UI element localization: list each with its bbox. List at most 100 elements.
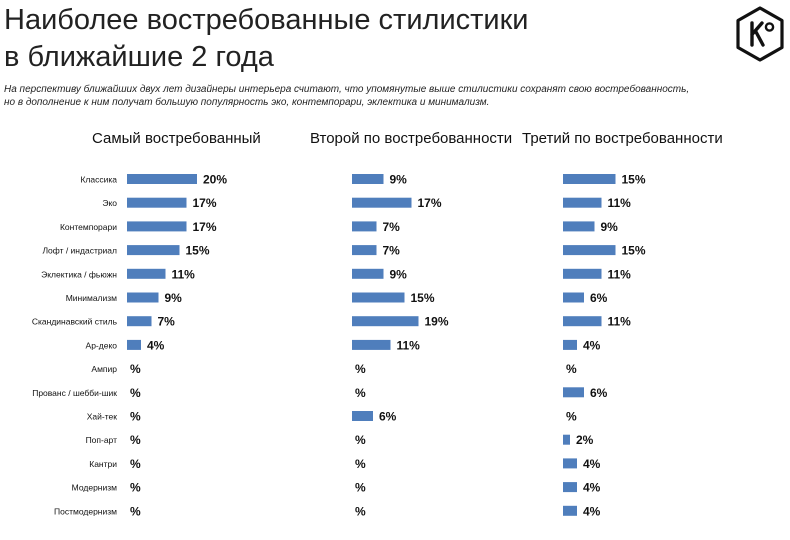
category-label: Постмодернизм (54, 506, 117, 516)
data-label: % (355, 386, 366, 400)
bar (352, 339, 391, 350)
bar (563, 221, 595, 232)
data-label: 15% (411, 291, 435, 305)
data-label: % (566, 362, 577, 376)
data-label: % (566, 410, 577, 424)
data-label: % (130, 410, 141, 424)
data-label: 11% (608, 196, 632, 210)
data-label: 15% (622, 173, 646, 187)
data-label: 9% (390, 173, 408, 187)
category-label: Модернизм (72, 483, 117, 493)
category-label: Прованс / шебби-шик (32, 388, 117, 398)
data-label: 6% (590, 386, 608, 400)
data-label: % (130, 386, 141, 400)
bar (127, 245, 180, 256)
data-label: % (130, 457, 141, 471)
data-label: % (355, 504, 366, 518)
bar (352, 245, 377, 256)
subtitle-line-1: На перспективу ближайших двух лет дизайн… (4, 84, 690, 95)
bar (352, 292, 405, 303)
category-label: Эклектика / фьюжн (41, 269, 117, 279)
bar (127, 316, 152, 327)
subtitle-line-2: но в дополнение к ним получат большую по… (4, 97, 490, 108)
data-label: 11% (172, 267, 196, 281)
bar (563, 197, 602, 208)
category-label: Эко (102, 198, 117, 208)
bar (563, 458, 577, 469)
logo-icon (736, 6, 784, 62)
data-label: 15% (622, 244, 646, 258)
data-label: 15% (186, 244, 210, 258)
category-label: Минимализм (66, 293, 117, 303)
bar (127, 221, 187, 232)
page-subtitle: На перспективу ближайших двух лет дизайн… (4, 83, 784, 109)
category-label: Хай-тек (87, 412, 118, 422)
bar (563, 245, 616, 256)
bar (127, 339, 141, 350)
data-label: 9% (165, 291, 183, 305)
category-label: Скандинавский стиль (32, 317, 118, 327)
bar (563, 174, 616, 184)
bar (563, 292, 584, 303)
column-title-2: Второй по востребованности (310, 130, 512, 147)
bar (352, 411, 373, 421)
data-label: % (355, 362, 366, 376)
data-label: 4% (583, 481, 601, 495)
data-label: % (130, 362, 141, 376)
data-label: 17% (193, 196, 217, 210)
bar (127, 292, 159, 303)
data-label: 6% (590, 291, 608, 305)
data-label: % (355, 457, 366, 471)
title-line-2: в ближайшие 2 года (4, 41, 274, 73)
bar (563, 434, 570, 445)
bar (563, 387, 584, 398)
bar (352, 174, 384, 184)
category-label: Лофт / индастриал (42, 246, 117, 256)
title-line-1: Наиболее востребованные стилистики (4, 4, 529, 36)
data-label: 19% (425, 315, 449, 329)
data-label: % (355, 481, 366, 495)
bar (127, 174, 197, 184)
data-label: 4% (583, 338, 601, 352)
bar (352, 197, 412, 208)
bar (352, 221, 377, 232)
data-label: 11% (608, 267, 632, 281)
data-label: 6% (379, 410, 397, 424)
data-label: % (130, 504, 141, 518)
data-label: 7% (158, 315, 176, 329)
column-title-3: Третий по востребованности (522, 130, 723, 147)
category-label: Контемпорари (60, 222, 117, 232)
data-label: % (355, 433, 366, 447)
category-label: Поп-арт (86, 435, 118, 445)
data-label: 7% (383, 244, 401, 258)
bar (352, 268, 384, 279)
data-label: 11% (397, 338, 421, 352)
bar (127, 268, 166, 279)
data-label: 2% (576, 433, 594, 447)
bar (563, 339, 577, 350)
bar (563, 268, 602, 279)
data-label: 4% (583, 504, 601, 518)
bar (563, 316, 602, 327)
column-title-1: Самый востребованный (92, 130, 261, 147)
category-label: Кантри (89, 459, 117, 469)
data-label: 7% (383, 220, 401, 234)
category-label: Ар-деко (86, 340, 118, 350)
data-label: 4% (147, 338, 165, 352)
data-label: 9% (601, 220, 619, 234)
data-label: % (130, 433, 141, 447)
page-title: Наиболее востребованные стилистики в бли… (4, 2, 704, 76)
data-label: 17% (418, 196, 442, 210)
data-label: 4% (583, 457, 601, 471)
category-label: Ампир (91, 364, 117, 374)
data-label: % (130, 481, 141, 495)
bar (563, 482, 577, 493)
data-label: 11% (608, 315, 632, 329)
category-label: Классика (80, 175, 117, 185)
data-label: 17% (193, 220, 217, 234)
bar (352, 316, 419, 327)
bar (563, 505, 577, 516)
data-label: 9% (390, 267, 408, 281)
data-label: 20% (203, 173, 227, 187)
